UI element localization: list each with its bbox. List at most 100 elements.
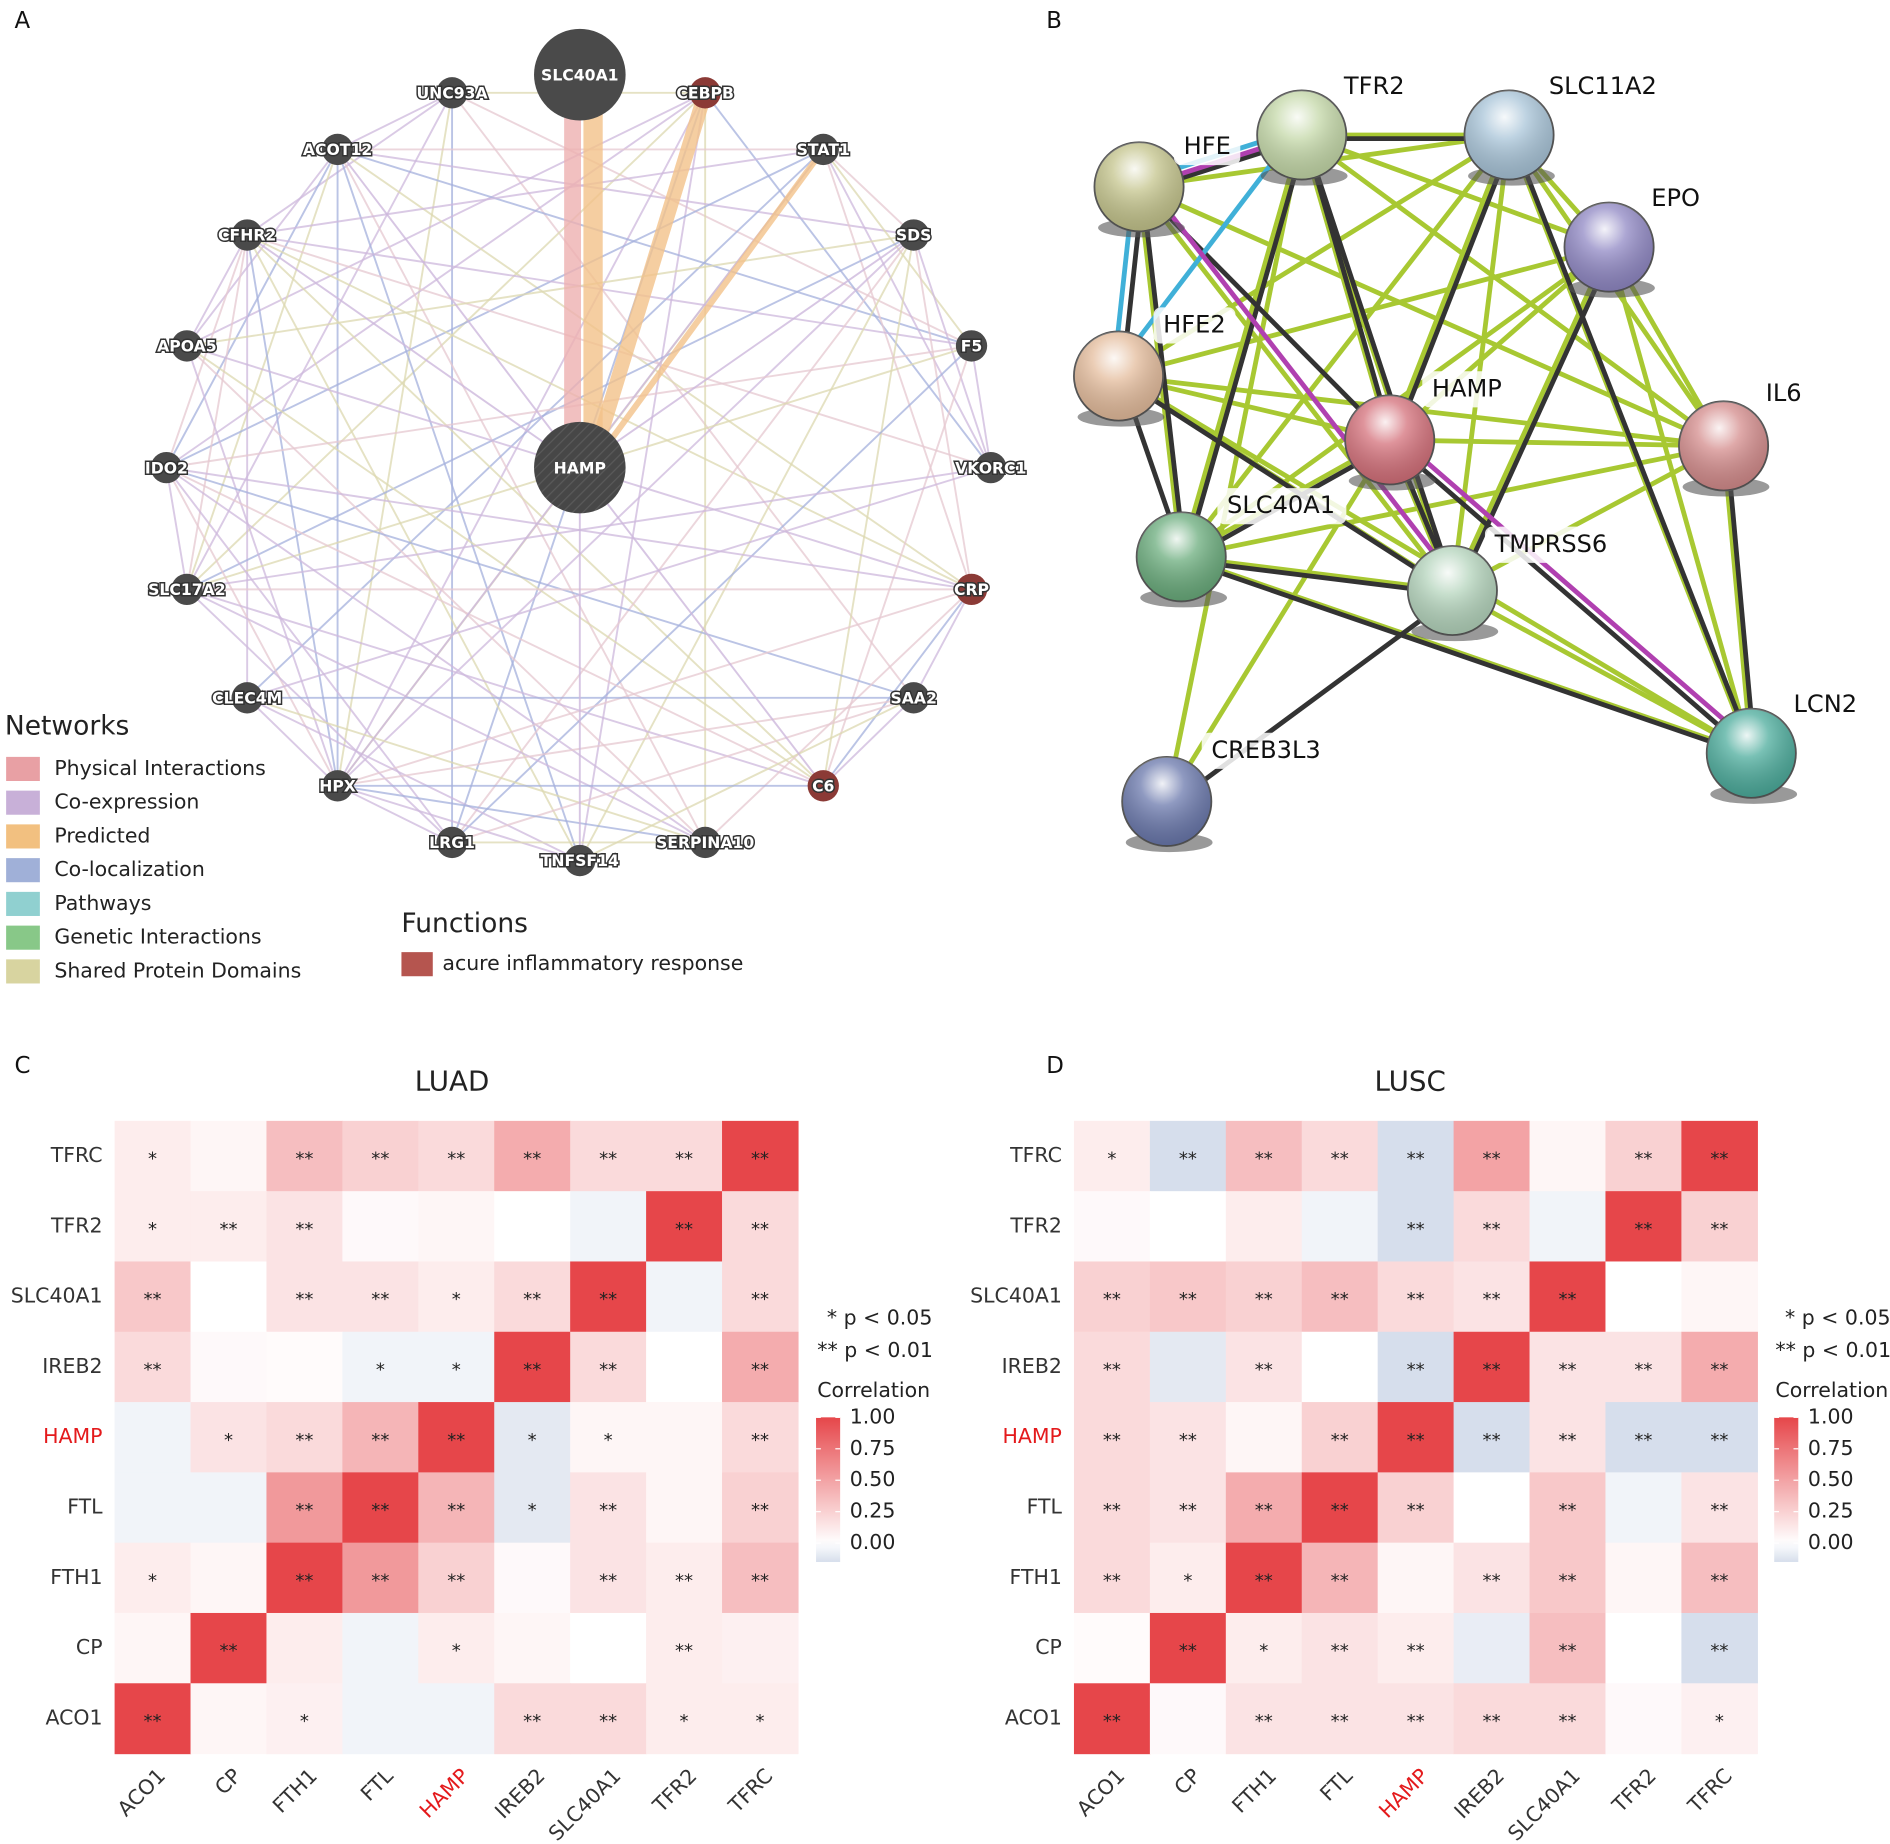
y-tick-label: TFR2 xyxy=(1009,1213,1062,1237)
significance-label: * xyxy=(528,1500,537,1521)
network-edge xyxy=(912,234,973,590)
heatmap-cell xyxy=(646,1683,723,1755)
network-edge xyxy=(165,466,706,844)
significance-label: * xyxy=(376,1360,385,1381)
significance-label: ** xyxy=(1331,1641,1349,1662)
legend-swatch xyxy=(6,824,40,849)
chart-title: LUSC xyxy=(1375,1064,1446,1097)
heatmap-cell xyxy=(266,1261,343,1333)
network-edge xyxy=(165,467,453,844)
heatmap-cell xyxy=(1225,1612,1303,1684)
significance-label: ** xyxy=(675,1149,693,1170)
heatmap-cell xyxy=(646,1120,723,1192)
network-edge xyxy=(246,696,706,844)
significance-label: ** xyxy=(675,1570,693,1591)
legend-label: Predicted xyxy=(54,823,150,847)
node-label: TFR2 xyxy=(1343,72,1405,100)
node-label: TNFSF14 xyxy=(541,851,619,870)
legend-swatch xyxy=(401,952,433,977)
y-tick-label: CP xyxy=(1035,1635,1062,1659)
heatmap-cell xyxy=(1377,1402,1455,1473)
significance-label: ** xyxy=(523,1289,541,1310)
significance-label: * xyxy=(604,1430,613,1451)
heatmap-cell xyxy=(722,1612,799,1684)
node-label: SLC11A2 xyxy=(1549,72,1657,100)
heatmap-cell xyxy=(1377,1472,1455,1544)
significance-label: ** xyxy=(295,1570,313,1591)
heatmap-cell xyxy=(494,1331,571,1403)
heatmap-cell xyxy=(1149,1402,1227,1473)
network-edge xyxy=(337,784,706,844)
heatmap-cell xyxy=(1301,1683,1379,1755)
network-edge xyxy=(912,588,973,699)
label-bg xyxy=(1217,488,1347,525)
network-edge xyxy=(451,91,972,347)
node-gloss xyxy=(1407,545,1497,636)
heatmap-cell xyxy=(570,1191,647,1263)
significance-label: ** xyxy=(1255,1711,1273,1732)
heatmap-cell xyxy=(1453,1612,1531,1684)
significance-label: ** xyxy=(295,1500,313,1521)
significance-label: * xyxy=(224,1430,233,1451)
heatmap-cell xyxy=(342,1542,419,1614)
significance-label: ** xyxy=(675,1641,693,1662)
network-edge xyxy=(822,148,915,236)
significance-label: ** xyxy=(447,1430,465,1451)
heatmap-cell xyxy=(1073,1120,1151,1192)
network-edge xyxy=(1510,137,1758,758)
network-edge xyxy=(246,148,824,699)
significance-label: ** xyxy=(599,1570,617,1591)
node-label: STAT1 xyxy=(797,140,850,159)
heatmap-cell xyxy=(1453,1683,1531,1755)
network-edge xyxy=(578,234,915,861)
network-node xyxy=(689,77,721,109)
y-tick-label: SLC40A1 xyxy=(970,1284,1062,1308)
significance-label: ** xyxy=(1179,1289,1197,1310)
network-edge xyxy=(186,91,706,347)
network-edge xyxy=(337,91,453,151)
heatmap-cell xyxy=(1301,1612,1379,1684)
heatmap-cell xyxy=(1225,1683,1303,1755)
network-edge xyxy=(186,234,249,347)
heatmap-cell xyxy=(342,1612,419,1684)
network-node xyxy=(897,682,930,714)
significance-label: ** xyxy=(1710,1430,1728,1451)
y-tick-label: HAMP xyxy=(1003,1424,1062,1448)
network-edge xyxy=(1300,133,1726,448)
heatmap-cell xyxy=(190,1261,268,1333)
significance-label: * xyxy=(755,1711,764,1732)
legend-label: Physical Interactions xyxy=(54,756,265,780)
heatmap-cell xyxy=(1149,1120,1227,1192)
network-edge xyxy=(1389,437,1724,449)
network-edge xyxy=(970,345,992,468)
network-edge xyxy=(822,148,992,469)
network-edge xyxy=(337,148,914,236)
heatmap-cell xyxy=(494,1472,571,1544)
colorbar-tick-label: 0.25 xyxy=(850,1499,896,1523)
heatmap-cell xyxy=(418,1683,495,1755)
heatmap-cell xyxy=(1529,1542,1607,1614)
network-edge xyxy=(186,588,706,844)
network-edge xyxy=(1164,134,1305,802)
network-edge xyxy=(186,234,914,347)
significance-label: ** xyxy=(1331,1430,1349,1451)
network-edge xyxy=(1391,441,1757,759)
node-label: LCN2 xyxy=(1793,690,1857,718)
heatmap-cell xyxy=(190,1612,268,1684)
node-gloss xyxy=(1678,401,1769,491)
y-tick-label: IREB2 xyxy=(42,1354,102,1378)
heatmap-cell xyxy=(1605,1612,1682,1684)
panel-letter: A xyxy=(15,8,31,34)
heatmap-cell xyxy=(114,1542,192,1614)
node-label: LRG1 xyxy=(429,833,475,852)
heatmap-cell xyxy=(114,1261,192,1333)
y-tick-label: FTH1 xyxy=(1010,1565,1062,1589)
significance-label: ** xyxy=(144,1289,162,1310)
heatmap-cell xyxy=(570,1542,647,1614)
node-gloss xyxy=(1257,90,1347,180)
heatmap-cell xyxy=(1681,1261,1758,1333)
heatmap-cell xyxy=(722,1402,799,1473)
significance-label: ** xyxy=(1710,1219,1728,1240)
network-edge xyxy=(186,345,706,844)
network-edge xyxy=(583,90,713,470)
